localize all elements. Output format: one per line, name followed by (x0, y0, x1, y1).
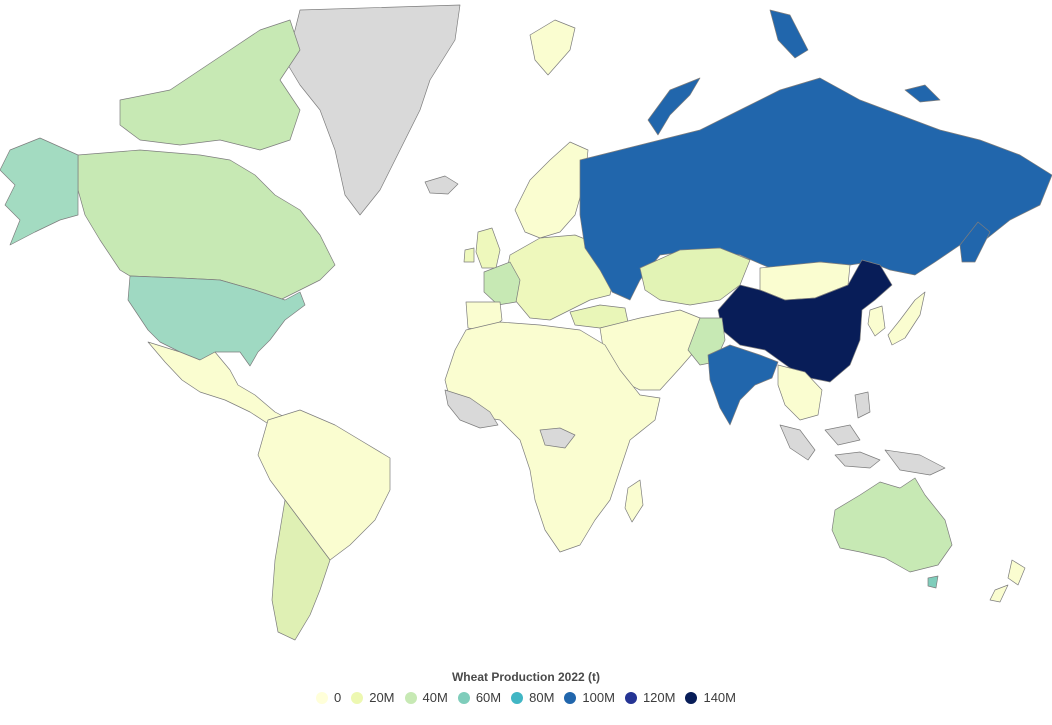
legend-swatch (564, 691, 577, 704)
region-australia[interactable] (831, 477, 953, 573)
region-scandinavia[interactable] (514, 141, 589, 239)
legend-title: Wheat Production 2022 (t) (451, 670, 600, 684)
legend-label: 0 (333, 690, 342, 705)
legend-swatch (457, 691, 470, 704)
region-new-zealand[interactable] (989, 559, 1026, 603)
region-russia[interactable] (579, 77, 1052, 301)
legend-swatch (685, 691, 698, 704)
region-france[interactable] (483, 261, 521, 306)
region-india[interactable] (707, 344, 779, 426)
region-greenland[interactable] (284, 4, 461, 216)
legend-label: 20M (369, 690, 395, 705)
legend-label: 120M (642, 690, 676, 705)
legend-item-40m[interactable]: 40M (404, 690, 448, 705)
region-kazakhstan[interactable] (639, 247, 751, 306)
map-legend: Wheat Production 2022 (t) 0 20M 40M 60M … (0, 670, 1052, 705)
region-madagascar[interactable] (624, 479, 644, 523)
region-southeast-asia[interactable] (777, 364, 823, 421)
world-map[interactable] (0, 0, 1052, 650)
region-tasmania[interactable] (927, 575, 939, 589)
region-uk[interactable] (463, 227, 501, 269)
legend-label: 140M (703, 690, 736, 705)
region-japan-korea[interactable] (867, 291, 926, 346)
region-china[interactable] (717, 259, 893, 383)
region-alaska[interactable] (0, 137, 79, 246)
legend-swatch (511, 691, 524, 704)
region-west-africa-no-data[interactable] (444, 389, 576, 449)
region-usa[interactable] (127, 275, 306, 367)
legend-item-0[interactable]: 0 (315, 690, 342, 705)
region-south-america-north[interactable] (257, 409, 391, 561)
legend-item-60m[interactable]: 60M (457, 690, 502, 705)
legend-label: 100M (582, 690, 615, 705)
region-svalbard[interactable] (529, 19, 576, 76)
region-canada[interactable] (77, 19, 336, 301)
region-southeast-asia-no-data[interactable] (779, 391, 871, 461)
map-svg (0, 4, 1052, 641)
region-indonesia-png[interactable] (834, 449, 946, 476)
legend-swatch (404, 691, 417, 704)
legend-swatch (351, 691, 364, 704)
legend-label: 80M (529, 690, 555, 705)
legend-item-80m[interactable]: 80M (511, 690, 554, 705)
legend-label: 40M (422, 690, 448, 705)
legend-swatch (315, 691, 328, 704)
legend-scale: 0 20M 40M 60M 80M 100M 120M 140M (0, 690, 1052, 705)
legend-item-20m[interactable]: 20M (351, 690, 395, 705)
legend-item-100m[interactable]: 100M (564, 690, 615, 705)
region-russia-east[interactable] (959, 221, 991, 263)
region-iceland[interactable] (424, 175, 459, 195)
legend-label: 60M (475, 690, 502, 705)
legend-swatch (624, 691, 637, 704)
legend-item-140m[interactable]: 140M (685, 690, 736, 705)
region-novaya-zemlya[interactable] (647, 9, 941, 136)
legend-item-120m[interactable]: 120M (624, 690, 676, 705)
region-argentina[interactable] (271, 499, 331, 641)
